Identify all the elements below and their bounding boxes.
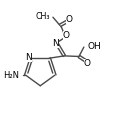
Text: N: N xyxy=(25,53,32,62)
Text: OH: OH xyxy=(87,42,101,51)
Text: O: O xyxy=(66,15,73,24)
Text: CH₃: CH₃ xyxy=(36,12,50,21)
Text: O: O xyxy=(63,31,70,40)
Text: O: O xyxy=(84,59,91,68)
Text: H₂N: H₂N xyxy=(3,71,19,80)
Text: N: N xyxy=(52,39,59,48)
